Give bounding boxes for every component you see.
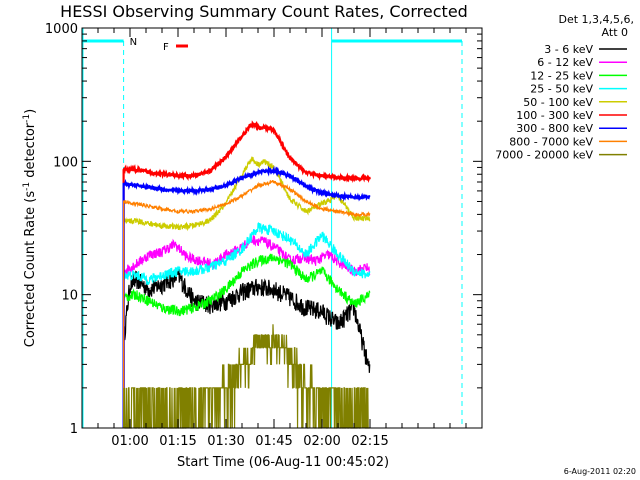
x-tick-label: 01:30 <box>207 434 244 449</box>
x-axis-label: Start Time (06-Aug-11 00:45:02) <box>177 455 389 470</box>
series-line-1 <box>123 268 371 428</box>
plot-area: N F 1 10 100 1000 01:00 01:15 01:30 01:45 02:00 02… <box>45 22 483 449</box>
footer-date: 6-Aug-2011 02:20 <box>564 467 636 476</box>
legend-label-9: 7000 - 20000 keV <box>495 149 593 162</box>
legend-header-line-1: Det 1,3,4,5,6, <box>558 13 634 26</box>
x-tick-label: 01:15 <box>159 434 196 449</box>
x-tick-label: 01:00 <box>111 434 148 449</box>
series-line-3 <box>123 253 371 428</box>
y-axis-label: Corrected Count Rate (s-1 detector-1) <box>22 109 38 347</box>
axis-layer: 1 10 100 1000 01:00 01:15 01:30 01:45 02:00 02:15 <box>45 22 483 449</box>
legend-label-8: 800 - 7000 keV <box>509 135 593 148</box>
legend-label-5: 50 - 100 keV <box>523 96 593 109</box>
y-tick-label: 1 <box>70 422 78 437</box>
x-tick-label: 01:45 <box>255 434 292 449</box>
legend-label-7: 300 - 800 keV <box>516 122 593 135</box>
series-line-6 <box>122 120 371 428</box>
legend-label-6: 100 - 300 keV <box>516 109 593 122</box>
legend-label-3: 12 - 25 keV <box>530 69 593 82</box>
x-tick-label: 02:00 <box>303 434 340 449</box>
legend-label-2: 6 - 12 keV <box>537 56 593 69</box>
plot-frame <box>81 27 483 429</box>
series-line-4 <box>123 221 371 428</box>
x-tick-label: 02:15 <box>351 434 388 449</box>
y-tick-label: 1000 <box>45 22 78 37</box>
legend-label-4: 25 - 50 keV <box>530 83 593 96</box>
night-label: N <box>130 37 137 48</box>
y-tick-label: 100 <box>53 155 78 170</box>
chart-title: HESSI Observing Summary Count Rates, Cor… <box>60 2 468 21</box>
series-line-7 <box>122 165 371 428</box>
y-tick-label: 10 <box>61 289 78 304</box>
legend-header-line-2: Att 0 <box>602 26 628 39</box>
legend-label-1: 3 - 6 keV <box>544 43 593 56</box>
series-line-8 <box>123 179 371 428</box>
flare-label: F <box>163 42 169 53</box>
series-line-5 <box>123 156 371 428</box>
